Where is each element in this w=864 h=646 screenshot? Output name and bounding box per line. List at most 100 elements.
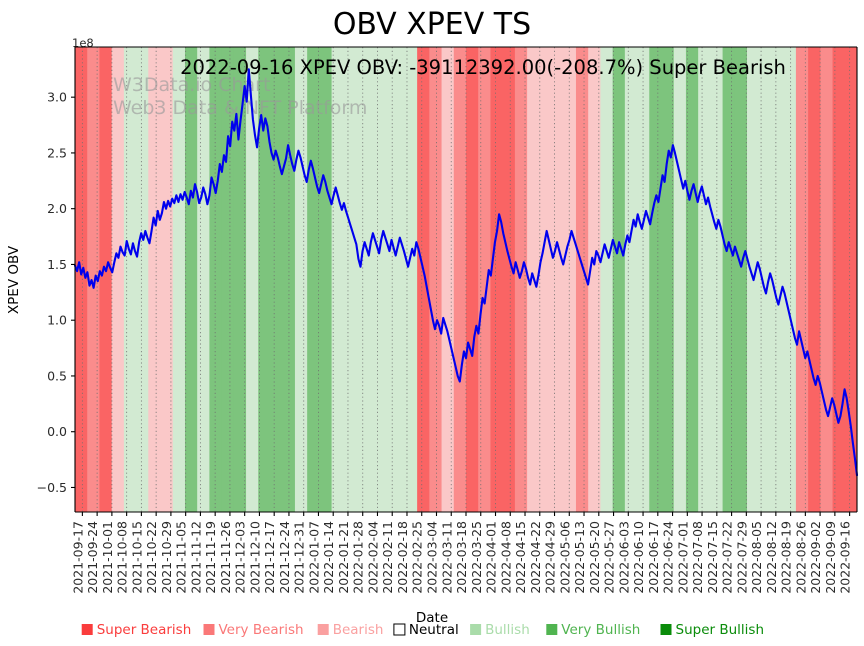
regime-band xyxy=(600,47,614,512)
x-tick-label: 2022-09-09 xyxy=(823,521,838,594)
x-tick-label: 2022-01-07 xyxy=(306,521,321,594)
regime-band xyxy=(99,47,113,512)
regime-band xyxy=(75,47,88,512)
regime-band xyxy=(514,47,528,512)
x-tick-label: 2021-12-10 xyxy=(247,521,262,594)
regime-band xyxy=(808,47,821,512)
x-tick-label: 2021-12-03 xyxy=(233,521,248,594)
x-tick-label: 2022-01-28 xyxy=(351,521,366,594)
regime-band xyxy=(417,47,430,512)
regime-band xyxy=(661,47,675,512)
regime-band xyxy=(233,47,247,512)
x-tick-label: 2022-09-02 xyxy=(808,521,823,594)
legend-swatch xyxy=(203,624,215,635)
x-tick-label: 2021-10-22 xyxy=(144,521,159,594)
regime-band xyxy=(453,47,467,512)
x-tick-label: 2021-10-08 xyxy=(115,521,130,594)
x-tick-label: 2022-03-11 xyxy=(439,521,454,594)
regime-band xyxy=(466,47,479,512)
legend-label: Very Bullish xyxy=(561,622,640,638)
regime-band xyxy=(197,47,210,512)
x-tick-label: 2022-05-20 xyxy=(587,521,602,594)
legend-item-very-bullish[interactable]: Very Bullish xyxy=(546,622,640,638)
regime-band xyxy=(722,47,736,512)
x-tick-label: 2022-08-19 xyxy=(779,521,794,594)
regime-band xyxy=(172,47,186,512)
regime-band xyxy=(539,47,552,512)
x-tick-label: 2021-11-26 xyxy=(218,521,233,594)
x-tick-label: 2022-01-14 xyxy=(321,521,336,594)
regime-band xyxy=(87,47,100,512)
legend-item-bullish[interactable]: Bullish xyxy=(470,622,530,638)
regime-band xyxy=(380,47,394,512)
x-tick-label: 2022-08-26 xyxy=(793,521,808,594)
x-tick-label: 2022-04-29 xyxy=(543,521,558,594)
regime-band xyxy=(404,47,418,512)
x-tick-label: 2021-10-01 xyxy=(100,521,115,594)
x-tick-label: 2022-01-21 xyxy=(336,521,351,594)
regime-band xyxy=(575,47,589,512)
x-tick-label: 2022-02-25 xyxy=(410,521,425,594)
x-tick-label: 2021-12-17 xyxy=(262,521,277,594)
legend-label: Very Bearish xyxy=(219,622,304,638)
legend-item-super-bullish[interactable]: Super Bullish xyxy=(660,622,765,638)
x-tick-label: 2022-02-11 xyxy=(380,521,395,594)
x-tick-label: 2021-10-29 xyxy=(159,521,174,594)
legend-item-bearish[interactable]: Bearish xyxy=(317,622,384,638)
x-tick-label: 2021-11-19 xyxy=(203,521,218,594)
y-tick-label: 2.5 xyxy=(47,145,67,160)
regime-band xyxy=(209,47,223,512)
x-tick-label: 2021-11-05 xyxy=(174,521,189,594)
regime-band xyxy=(478,47,491,512)
x-tick-label: 2022-08-05 xyxy=(749,521,764,594)
x-tick-label: 2022-04-01 xyxy=(484,521,499,594)
regime-band xyxy=(698,47,711,512)
regime-band xyxy=(441,47,455,512)
x-axis-label: Date xyxy=(416,610,448,626)
x-tick-label: 2021-09-24 xyxy=(85,521,100,594)
regime-band xyxy=(563,47,577,512)
legend-label: Neutral xyxy=(409,622,459,638)
y-axis-label: XPEV OBV xyxy=(6,245,22,314)
legend-label: Super Bullish xyxy=(676,622,765,638)
legend-item-neutral[interactable]: Neutral xyxy=(393,622,459,638)
regime-band xyxy=(429,47,442,512)
chart-title: OBV XPEV TS xyxy=(333,7,531,42)
regime-band xyxy=(844,47,858,512)
regime-band xyxy=(685,47,699,512)
regime-band xyxy=(820,47,833,512)
regime-band xyxy=(148,47,161,512)
regime-band xyxy=(612,47,626,512)
x-tick-label: 2022-06-03 xyxy=(616,521,631,594)
legend-swatch xyxy=(470,624,482,635)
x-tick-label: 2021-09-17 xyxy=(70,521,85,594)
regime-band xyxy=(184,47,198,512)
y-tick-label: 3.0 xyxy=(47,90,67,105)
legend-swatch xyxy=(546,624,558,635)
legend-item-very-bearish[interactable]: Very Bearish xyxy=(203,622,304,638)
regime-band xyxy=(294,47,308,512)
x-tick-label: 2022-09-16 xyxy=(838,521,853,594)
x-tick-label: 2022-07-29 xyxy=(734,521,749,594)
y-tick-label: 1.5 xyxy=(47,257,67,272)
legend[interactable]: Super Bearish Very Bearish Bearish Neutral B… xyxy=(81,622,765,638)
regime-band xyxy=(734,47,748,512)
regime-band xyxy=(319,47,332,512)
regime-band xyxy=(490,47,504,512)
x-tick-label: 2022-07-01 xyxy=(675,521,690,594)
x-tick-label: 2022-03-04 xyxy=(424,521,439,594)
x-tick-label: 2021-10-15 xyxy=(129,521,144,594)
watermark-line-2: Web3 Data & NFT Platform xyxy=(113,97,367,119)
regime-band xyxy=(160,47,174,512)
regime-band xyxy=(649,47,662,512)
regime-band xyxy=(771,47,785,512)
regime-band xyxy=(221,47,235,512)
x-tick-label: 2022-07-22 xyxy=(720,521,735,594)
legend-swatch xyxy=(81,624,93,635)
regime-band xyxy=(258,47,271,512)
legend-swatch xyxy=(660,624,672,635)
regime-band xyxy=(588,47,601,512)
legend-item-super-bearish[interactable]: Super Bearish xyxy=(81,622,192,638)
